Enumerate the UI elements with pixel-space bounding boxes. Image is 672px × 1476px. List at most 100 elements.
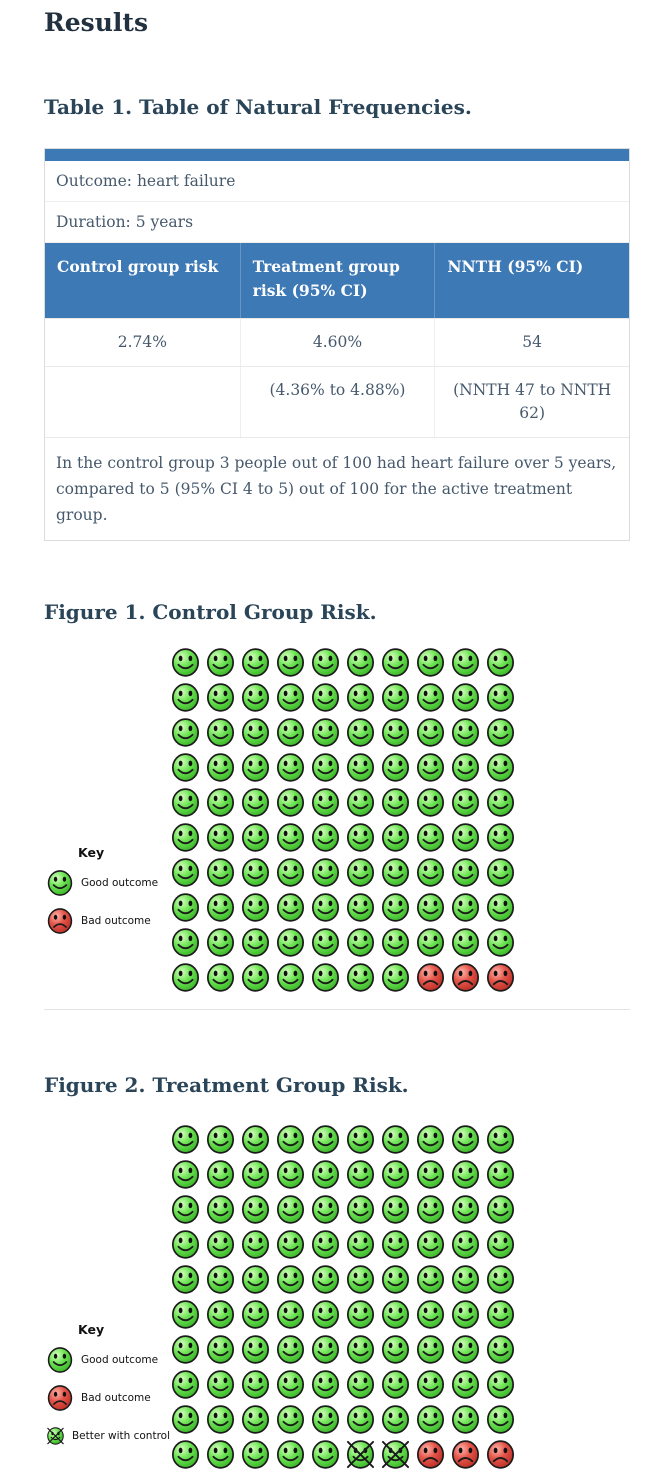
table-outcome-row: Outcome: heart failure [45, 161, 629, 202]
smiley-good-icon [416, 718, 445, 747]
smiley-good-icon [311, 928, 340, 957]
smiley-good-icon [311, 1160, 340, 1189]
smiley-good-icon [311, 1370, 340, 1399]
smiley-good-icon [276, 928, 305, 957]
key-item-crossed: Better with control [46, 1422, 170, 1450]
smiley-good-icon [241, 858, 270, 887]
pictogram-row [170, 1124, 516, 1155]
smiley-good-icon [346, 893, 375, 922]
smiley-good-icon [381, 1265, 410, 1294]
smiley-good-icon [311, 718, 340, 747]
figure2-pictogram: Key Good outcome Bad outcome Better with c… [44, 1124, 630, 1470]
smiley-good-icon [276, 1405, 305, 1434]
smiley-good-icon [241, 753, 270, 782]
smiley-good-icon [206, 1370, 235, 1399]
smiley-good-icon [451, 1160, 480, 1189]
smiley-good-icon [241, 893, 270, 922]
smiley-bad-icon [47, 908, 73, 934]
smiley-good-icon [276, 753, 305, 782]
pictogram-row [170, 1159, 516, 1190]
smiley-good-icon [206, 1405, 235, 1434]
smiley-good-icon [241, 683, 270, 712]
cell-control-risk: 2.74% [117, 333, 167, 351]
smiley-good-icon [451, 1125, 480, 1154]
smiley-good-icon [416, 1370, 445, 1399]
smiley-good-icon [381, 1125, 410, 1154]
smiley-good-icon [311, 1300, 340, 1329]
smiley-good-icon [311, 1335, 340, 1364]
cell-treatment-ci: (4.36% to 4.88%) [239, 367, 435, 437]
smiley-good-icon [346, 858, 375, 887]
smiley-good-icon [381, 1300, 410, 1329]
smiley-good-icon [416, 928, 445, 957]
cell-control-ci [45, 367, 240, 437]
smiley-good-icon [241, 1230, 270, 1259]
smiley-good-icon [346, 928, 375, 957]
smiley-good-icon [451, 683, 480, 712]
smiley-good-icon [241, 1125, 270, 1154]
smiley-good-icon [241, 1265, 270, 1294]
smiley-good-icon [486, 1265, 515, 1294]
smiley-good-icon [381, 648, 410, 677]
figure2-grid [170, 1124, 516, 1470]
smiley-good-icon [206, 928, 235, 957]
smiley-good-icon [311, 1230, 340, 1259]
smiley-good-icon [206, 1300, 235, 1329]
smiley-good-icon [346, 1405, 375, 1434]
smiley-good-icon [241, 1160, 270, 1189]
smiley-good-icon [47, 870, 73, 896]
pictogram-row [170, 682, 516, 713]
smiley-good-icon [486, 648, 515, 677]
smiley-good-icon [346, 1265, 375, 1294]
smiley-good-icon [486, 1405, 515, 1434]
smiley-good-icon [171, 1230, 200, 1259]
smiley-good-icon [206, 1440, 235, 1469]
smiley-good-icon [416, 1230, 445, 1259]
smiley-good-icon [416, 858, 445, 887]
smiley-good-icon [311, 683, 340, 712]
cell-nnth: 54 [434, 319, 629, 366]
smiley-good-icon [241, 1300, 270, 1329]
smiley-good-icon [486, 893, 515, 922]
pictogram-row [170, 1369, 516, 1400]
smiley-good-icon [451, 718, 480, 747]
smiley-good-icon [346, 1195, 375, 1224]
smiley-good-icon [276, 718, 305, 747]
key-item-label: Good outcome [81, 1354, 159, 1366]
cell-treatment-risk: 4.60% [239, 319, 435, 366]
smiley-good-icon [47, 1347, 73, 1373]
smiley-good-icon [486, 718, 515, 747]
smiley-good-icon [241, 648, 270, 677]
smiley-good-icon [381, 1335, 410, 1364]
pictogram-row [170, 1334, 516, 1365]
smiley-good-icon [241, 823, 270, 852]
pictogram-row [170, 1299, 516, 1330]
smiley-bad-icon [416, 1440, 445, 1469]
smiley-good-icon [276, 648, 305, 677]
smiley-good-icon [276, 1335, 305, 1364]
smiley-good-icon [416, 1300, 445, 1329]
smiley-good-icon [171, 718, 200, 747]
smiley-good-icon [206, 893, 235, 922]
smiley-good-icon [416, 1265, 445, 1294]
figure1-key: Key Good outcome Bad outcome [44, 647, 170, 993]
key-item-bad: Bad outcome [46, 907, 170, 935]
pictogram-row [170, 752, 516, 783]
table-footer-note: In the control group 3 people out of 100… [45, 437, 629, 540]
smiley-good-icon [486, 1335, 515, 1364]
smiley-good-icon [346, 788, 375, 817]
smiley-good-icon [311, 858, 340, 887]
smiley-good-icon [486, 753, 515, 782]
smiley-good-icon [381, 963, 410, 992]
smiley-good-icon [416, 1125, 445, 1154]
smiley-good-icon [451, 1265, 480, 1294]
smiley-good-icon [381, 1195, 410, 1224]
smiley-good-icon [171, 1265, 200, 1294]
smiley-good-icon [346, 1370, 375, 1399]
smiley-good-icon [171, 1195, 200, 1224]
key-item-good: Good outcome [46, 1346, 170, 1374]
results-document: Results Table 1. Table of Natural Freque… [44, 8, 672, 1476]
smiley-bad-icon [486, 1440, 515, 1469]
smiley-good-icon [311, 1195, 340, 1224]
smiley-good-icon [346, 648, 375, 677]
